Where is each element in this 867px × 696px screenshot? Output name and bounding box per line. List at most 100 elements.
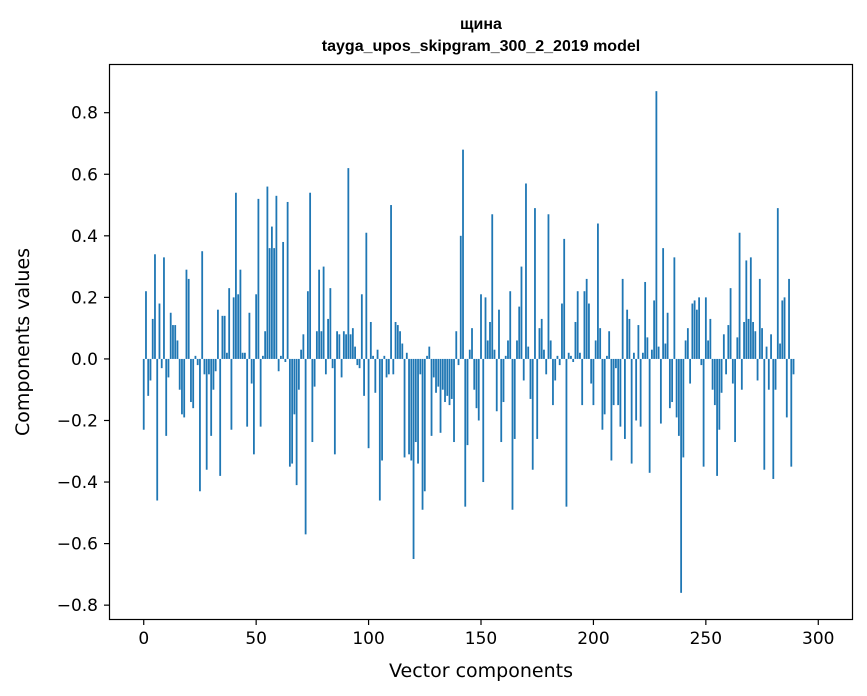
bar-105 [378, 358, 381, 501]
bar-57 [270, 226, 273, 359]
bar-265 [738, 232, 741, 359]
bar-177 [540, 318, 543, 359]
bar-218 [633, 352, 635, 359]
bar-60 [277, 358, 280, 372]
bar-182 [552, 358, 554, 406]
bar-96 [358, 358, 361, 369]
bar-209 [612, 358, 615, 406]
bar-47 [248, 312, 251, 359]
bar-9 [163, 257, 165, 359]
bar-238 [677, 358, 680, 436]
bar-277 [765, 346, 768, 359]
bar-135 [446, 358, 449, 396]
bar-245 [693, 300, 696, 359]
bar-157 [495, 358, 498, 412]
bar-254 [713, 358, 716, 406]
bar-23 [194, 355, 197, 359]
chart-title-line1: щина [460, 16, 502, 33]
bar-63 [284, 358, 287, 363]
bar-91 [347, 168, 350, 359]
bar-103 [374, 358, 377, 393]
bar-136 [448, 358, 451, 406]
bar-150 [480, 294, 482, 359]
bar-205 [603, 358, 606, 415]
bar-248 [700, 358, 703, 366]
bar-151 [482, 358, 485, 483]
bar-31 [212, 358, 215, 390]
bar-224 [646, 337, 649, 359]
bar-77 [315, 331, 318, 359]
bar-15 [176, 340, 179, 359]
bar-87 [338, 334, 341, 359]
bar-97 [360, 294, 363, 359]
bar-252 [709, 318, 712, 359]
bar-206 [606, 355, 608, 359]
bar-175 [536, 358, 539, 439]
bar-204 [601, 358, 604, 430]
bar-242 [686, 328, 689, 359]
bar-266 [740, 358, 743, 390]
bar-169 [522, 358, 525, 381]
bar-58 [273, 248, 276, 359]
bar-43 [239, 269, 242, 359]
bar-36 [223, 315, 226, 359]
bar-168 [520, 266, 523, 359]
bar-24 [196, 358, 199, 366]
bar-64 [286, 201, 289, 359]
bar-86 [336, 331, 338, 359]
bars-group [142, 91, 795, 593]
bar-142 [462, 149, 464, 359]
bar-98 [363, 358, 365, 396]
bar-215 [626, 309, 629, 359]
bar-124 [421, 358, 424, 510]
bar-123 [419, 358, 422, 375]
bar-246 [695, 309, 698, 359]
bar-115 [401, 343, 404, 359]
bar-263 [734, 358, 736, 443]
bar-101 [369, 321, 372, 359]
bar-226 [650, 349, 653, 359]
bar-19 [185, 269, 188, 359]
bar-68 [295, 358, 298, 486]
bar-44 [241, 352, 244, 359]
bar-264 [736, 337, 739, 359]
bar-99 [365, 232, 368, 359]
bar-232 [664, 343, 667, 359]
bar-200 [592, 358, 595, 406]
bar-109 [387, 358, 390, 375]
chart-title-line2: tayga_upos_skipgram_300_2_2019 model [322, 38, 640, 55]
bar-230 [659, 358, 662, 424]
bar-234 [668, 358, 671, 409]
bar-84 [331, 358, 334, 369]
bar-268 [745, 260, 748, 359]
bar-258 [722, 334, 725, 359]
bar-259 [725, 358, 727, 375]
bar-274 [758, 278, 761, 359]
bar-221 [639, 358, 642, 427]
bar-160 [502, 358, 505, 403]
bar-180 [547, 214, 550, 359]
bar-2 [147, 358, 150, 396]
y-tick-label: 0.6 [71, 165, 98, 185]
bar-35 [221, 315, 224, 359]
bar-281 [774, 358, 777, 390]
bar-46 [246, 358, 249, 427]
bar-192 [574, 321, 577, 359]
bar-122 [417, 358, 419, 464]
bar-156 [493, 349, 496, 359]
bar-272 [754, 331, 757, 359]
bar-165 [513, 358, 516, 439]
bar-6 [156, 358, 159, 501]
bar-129 [432, 358, 435, 378]
bar-120 [412, 358, 415, 559]
bar-148 [475, 358, 478, 409]
bar-158 [498, 309, 500, 359]
bar-173 [531, 358, 534, 470]
bar-134 [444, 358, 446, 403]
bar-79 [320, 331, 323, 359]
bar-82 [327, 318, 329, 359]
y-tick-label: −0.6 [57, 535, 98, 555]
bar-70 [300, 349, 303, 359]
bar-163 [509, 291, 512, 359]
bar-125 [423, 358, 426, 492]
